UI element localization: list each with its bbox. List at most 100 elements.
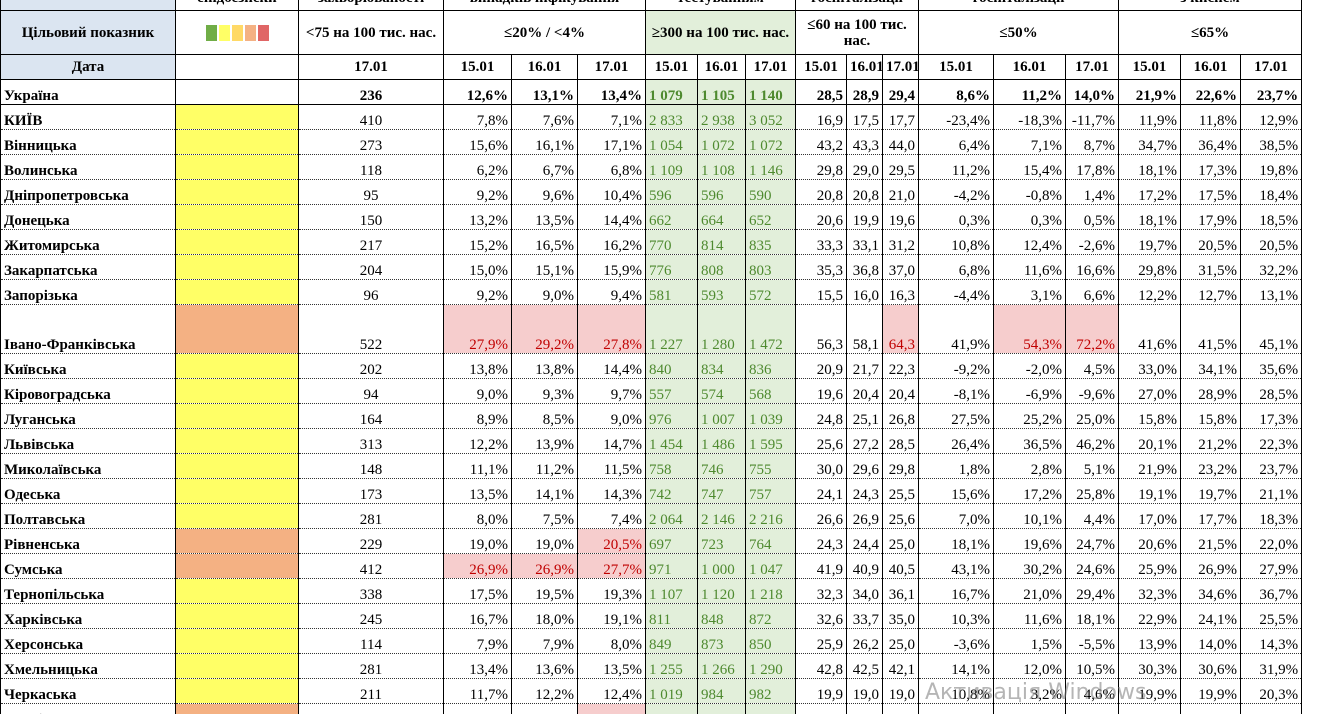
value-cell: 41,9 [795,553,848,579]
value-cell: 17,3% [1180,154,1242,180]
value-cell: 26,6 [795,503,848,529]
value-cell: 723 [697,528,746,554]
value-cell: 16,7% [443,603,512,629]
value-cell: 19,9% [1180,678,1242,704]
value-cell: 2 064 [645,503,698,529]
value-cell: 37,0 [882,254,920,280]
value-cell: 976 [645,403,698,429]
value-cell: 16,0 [846,279,884,305]
value-cell: 14,0% [1065,79,1120,105]
value-cell: 6,7% [511,154,578,180]
region-name: Дніпропетровська [0,179,176,205]
value-cell: 32,2% [1240,254,1303,280]
value-cell: 17,2% [1118,179,1182,205]
value-cell: 19,0% [511,528,578,554]
value-cell: 229 [298,528,444,554]
zone-cell [175,179,299,205]
region-name: Івано-Франківська [0,304,176,354]
value-cell: 211 [298,678,444,704]
value-cell: 8,7% [1065,129,1120,155]
value-cell: 40,8% [918,703,995,714]
region-row: Черкаська 211 11,7% 12,2% 12,4% 1 019 984 982 19… [0,678,1303,704]
value-cell: 0,3% [993,204,1067,230]
value-cell: 15,6% [918,478,995,504]
value-cell: 21,9% [1118,79,1182,105]
value-cell: 273 [298,129,444,155]
date-cell: 15.01 [1118,54,1182,80]
zone-legend [175,10,299,55]
value-cell: 662 [645,204,698,230]
value-cell: -2,6% [1065,229,1120,255]
value-cell: 776 [645,254,698,280]
date-cell: 17.01 [577,54,646,80]
value-cell: 19,2% [511,703,578,714]
value-cell: 164 [298,403,444,429]
value-cell: 814 [697,229,746,255]
value-cell: 14,0% [1180,628,1242,654]
value-cell: 13,2% [443,204,512,230]
region-row: КИЇВ 410 7,8% 7,6% 7,1% 2 833 2 938 3 052 16,9 17… [0,104,1303,130]
value-cell: 1 230 [645,703,698,714]
region-row: Полтавська 281 8,0% 7,5% 7,4% 2 064 2 146 2 216… [0,503,1303,529]
value-cell: 18,1% [1118,204,1182,230]
value-cell: 35,6% [1240,353,1303,379]
value-cell: 574 [697,378,746,404]
zone-cell [175,453,299,479]
value-cell: 0,3% [918,204,995,230]
value-cell: 835 [744,229,797,255]
value-cell: -0,8% [993,179,1067,205]
value-cell: 16,7% [918,578,995,604]
region-row: Львівська 313 12,2% 13,9% 14,7% 1 454 1 486 1 5… [0,428,1303,454]
value-cell: 1 396 [744,703,797,714]
target-row: Цільовий показник <75 на 100 тис. нас. ≤20… [0,10,1303,55]
value-cell: 20,8 [846,179,884,205]
value-cell: 19,3% [577,578,646,604]
value-cell: 8,0% [577,628,646,654]
value-cell: 840 [645,353,698,379]
region-row: Житомирська 217 15,2% 16,5% 16,2% 770 814 835 33… [0,229,1303,255]
region-name: Львівська [0,428,176,454]
value-cell: 15,6% [443,129,512,155]
value-cell: 25,1 [846,403,884,429]
value-cell: 1 047 [744,553,797,579]
value-cell: 13,5% [443,478,512,504]
value-cell: 150 [298,204,444,230]
region-row: Луганська 164 8,9% 8,5% 9,0% 976 1 007 1 039 24,… [0,403,1303,429]
zone-cell [175,403,299,429]
zone-cell [175,353,299,379]
value-cell: 7,6% [511,104,578,130]
header-cell: епідбезпеки [175,0,299,11]
region-name: Житомирська [0,229,176,255]
value-cell: 1 280 [697,304,746,354]
value-cell: 1 105 [697,79,746,105]
value-cell: 30,6% [1180,653,1242,679]
value-cell: -4,2% [918,179,995,205]
date-cell: 16.01 [1180,54,1242,80]
value-cell: 581 [645,279,698,305]
value-cell: 1 072 [697,129,746,155]
value-cell: 24,3 [795,528,848,554]
value-cell: 982 [744,678,797,704]
value-cell: 72,2% [1065,304,1120,354]
value-cell: 25,2% [993,403,1067,429]
date-cell: 15.01 [645,54,698,80]
value-cell: -9,2% [918,353,995,379]
value-cell: 36,5% [993,428,1067,454]
value-cell: 664 [697,204,746,230]
value-cell: 1 486 [697,428,746,454]
value-cell: 764 [744,528,797,554]
target-cell: ≤60 на 100 тис. нас. [795,10,920,55]
value-cell: 245 [298,603,444,629]
value-cell: 17,5% [1180,179,1242,205]
value-cell: 10,5% [1065,653,1120,679]
value-cell: 20,8 [795,179,848,205]
value-cell: 8,6% [918,79,995,105]
zone-cell [175,553,299,579]
value-cell: -5,5% [1065,628,1120,654]
value-cell: 15,8% [1180,403,1242,429]
target-cell: ≤20% / <4% [443,10,646,55]
value-cell: 173 [298,478,444,504]
region-row: Харківська 245 16,7% 18,0% 19,1% 811 848 872 32,… [0,603,1303,629]
zone-cell [175,154,299,180]
header-row: епідбезпекизахворюваностівипадків інфіку… [0,0,1303,11]
